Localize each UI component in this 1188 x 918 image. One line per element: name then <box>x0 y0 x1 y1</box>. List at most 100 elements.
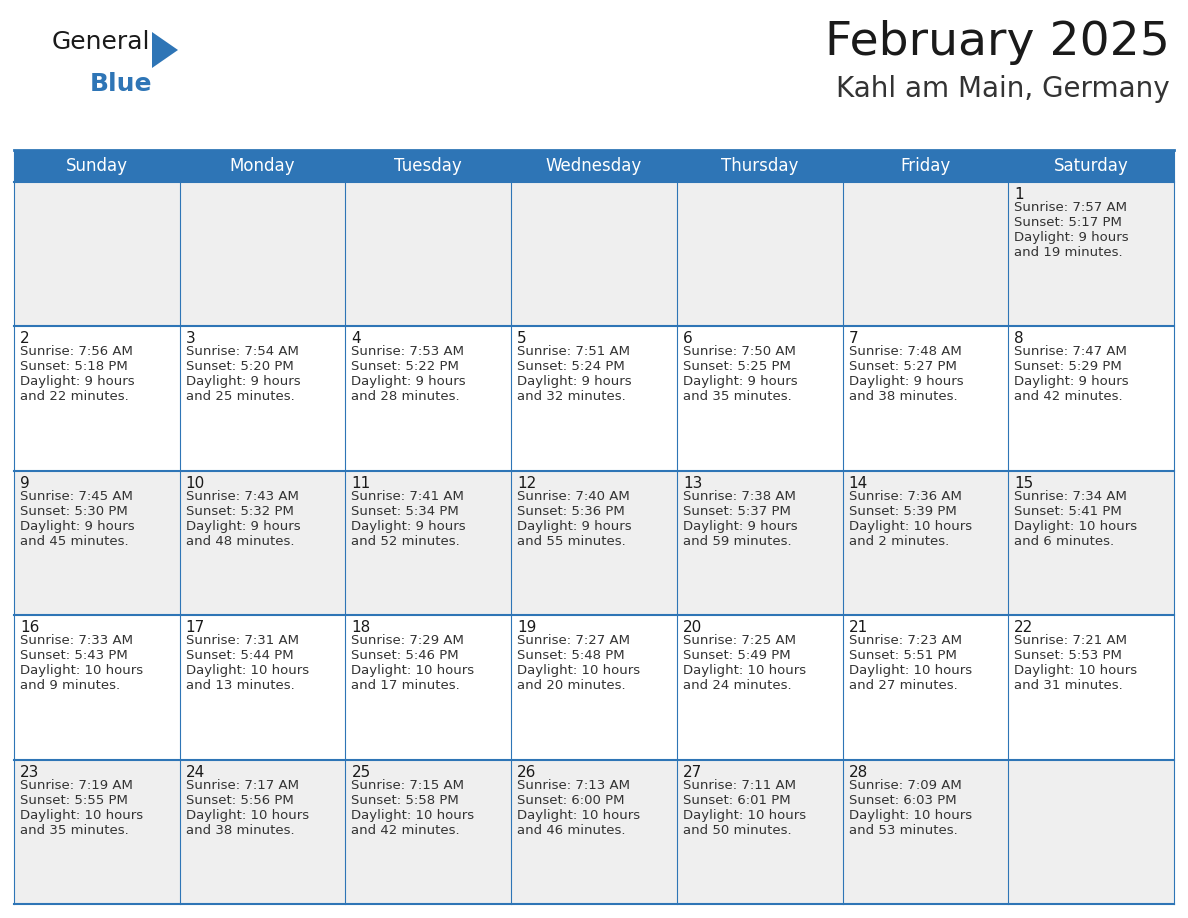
Text: 23: 23 <box>20 765 39 779</box>
Text: Daylight: 10 hours: Daylight: 10 hours <box>185 809 309 822</box>
Text: Daylight: 9 hours: Daylight: 9 hours <box>848 375 963 388</box>
Text: and 20 minutes.: and 20 minutes. <box>517 679 626 692</box>
Text: Sunset: 5:36 PM: Sunset: 5:36 PM <box>517 505 625 518</box>
Text: Daylight: 9 hours: Daylight: 9 hours <box>20 520 134 532</box>
Text: and 17 minutes.: and 17 minutes. <box>352 679 460 692</box>
Text: 9: 9 <box>20 476 30 491</box>
Text: Daylight: 10 hours: Daylight: 10 hours <box>848 665 972 677</box>
Text: and 9 minutes.: and 9 minutes. <box>20 679 120 692</box>
Text: Sunset: 6:01 PM: Sunset: 6:01 PM <box>683 793 790 807</box>
Text: and 50 minutes.: and 50 minutes. <box>683 823 791 836</box>
Bar <box>14 327 1174 471</box>
Text: Sunset: 5:22 PM: Sunset: 5:22 PM <box>352 361 460 374</box>
Text: Sunset: 6:00 PM: Sunset: 6:00 PM <box>517 793 625 807</box>
Text: Sunset: 5:56 PM: Sunset: 5:56 PM <box>185 793 293 807</box>
Text: 24: 24 <box>185 765 206 779</box>
Text: Daylight: 9 hours: Daylight: 9 hours <box>20 375 134 388</box>
Text: Sunrise: 7:11 AM: Sunrise: 7:11 AM <box>683 778 796 791</box>
Text: and 6 minutes.: and 6 minutes. <box>1015 535 1114 548</box>
Text: Sunset: 5:18 PM: Sunset: 5:18 PM <box>20 361 128 374</box>
Text: and 25 minutes.: and 25 minutes. <box>185 390 295 403</box>
Bar <box>14 150 1174 182</box>
Text: Daylight: 9 hours: Daylight: 9 hours <box>185 375 301 388</box>
Text: 2: 2 <box>20 331 30 346</box>
Text: Sunset: 5:51 PM: Sunset: 5:51 PM <box>848 649 956 662</box>
Text: Daylight: 10 hours: Daylight: 10 hours <box>517 809 640 822</box>
Text: Daylight: 10 hours: Daylight: 10 hours <box>185 665 309 677</box>
Text: and 32 minutes.: and 32 minutes. <box>517 390 626 403</box>
Text: and 31 minutes.: and 31 minutes. <box>1015 679 1123 692</box>
Text: 6: 6 <box>683 331 693 346</box>
Text: Sunrise: 7:43 AM: Sunrise: 7:43 AM <box>185 490 298 503</box>
Text: Sunset: 6:03 PM: Sunset: 6:03 PM <box>848 793 956 807</box>
Text: 27: 27 <box>683 765 702 779</box>
Text: Sunrise: 7:56 AM: Sunrise: 7:56 AM <box>20 345 133 358</box>
Text: Sunrise: 7:38 AM: Sunrise: 7:38 AM <box>683 490 796 503</box>
Text: Daylight: 9 hours: Daylight: 9 hours <box>1015 375 1129 388</box>
Text: and 46 minutes.: and 46 minutes. <box>517 823 626 836</box>
Text: Friday: Friday <box>901 157 950 175</box>
Text: Sunrise: 7:40 AM: Sunrise: 7:40 AM <box>517 490 630 503</box>
Text: and 35 minutes.: and 35 minutes. <box>20 823 128 836</box>
Text: 13: 13 <box>683 476 702 491</box>
Text: Daylight: 9 hours: Daylight: 9 hours <box>352 520 466 532</box>
Text: General: General <box>52 30 151 54</box>
Text: and 27 minutes.: and 27 minutes. <box>848 679 958 692</box>
Text: 28: 28 <box>848 765 867 779</box>
Text: Daylight: 9 hours: Daylight: 9 hours <box>683 375 797 388</box>
Text: Daylight: 9 hours: Daylight: 9 hours <box>517 375 632 388</box>
Text: Daylight: 9 hours: Daylight: 9 hours <box>683 520 797 532</box>
Text: Sunday: Sunday <box>65 157 128 175</box>
Text: Sunset: 5:58 PM: Sunset: 5:58 PM <box>352 793 460 807</box>
Text: 12: 12 <box>517 476 537 491</box>
Text: 17: 17 <box>185 621 206 635</box>
Text: Sunset: 5:32 PM: Sunset: 5:32 PM <box>185 505 293 518</box>
Text: Sunset: 5:25 PM: Sunset: 5:25 PM <box>683 361 791 374</box>
Polygon shape <box>152 32 178 68</box>
Text: 19: 19 <box>517 621 537 635</box>
Text: Daylight: 10 hours: Daylight: 10 hours <box>20 665 143 677</box>
Text: Sunrise: 7:54 AM: Sunrise: 7:54 AM <box>185 345 298 358</box>
Text: Daylight: 10 hours: Daylight: 10 hours <box>848 809 972 822</box>
Text: Blue: Blue <box>90 72 152 96</box>
Text: Sunrise: 7:31 AM: Sunrise: 7:31 AM <box>185 634 298 647</box>
Text: 15: 15 <box>1015 476 1034 491</box>
Text: 14: 14 <box>848 476 867 491</box>
Text: Sunset: 5:17 PM: Sunset: 5:17 PM <box>1015 216 1123 229</box>
Bar <box>14 182 1174 327</box>
Text: Thursday: Thursday <box>721 157 798 175</box>
Text: Daylight: 10 hours: Daylight: 10 hours <box>683 665 805 677</box>
Text: Sunset: 5:29 PM: Sunset: 5:29 PM <box>1015 361 1121 374</box>
Text: 5: 5 <box>517 331 526 346</box>
Text: Sunrise: 7:21 AM: Sunrise: 7:21 AM <box>1015 634 1127 647</box>
Text: and 42 minutes.: and 42 minutes. <box>352 823 460 836</box>
Text: Sunset: 5:30 PM: Sunset: 5:30 PM <box>20 505 128 518</box>
Text: 26: 26 <box>517 765 537 779</box>
Text: Sunrise: 7:36 AM: Sunrise: 7:36 AM <box>848 490 961 503</box>
Text: Sunrise: 7:17 AM: Sunrise: 7:17 AM <box>185 778 298 791</box>
Text: Sunrise: 7:13 AM: Sunrise: 7:13 AM <box>517 778 630 791</box>
Text: 22: 22 <box>1015 621 1034 635</box>
Text: Sunset: 5:55 PM: Sunset: 5:55 PM <box>20 793 128 807</box>
Text: 20: 20 <box>683 621 702 635</box>
Text: and 22 minutes.: and 22 minutes. <box>20 390 128 403</box>
Text: and 48 minutes.: and 48 minutes. <box>185 535 295 548</box>
Text: Sunrise: 7:33 AM: Sunrise: 7:33 AM <box>20 634 133 647</box>
Text: Sunrise: 7:34 AM: Sunrise: 7:34 AM <box>1015 490 1127 503</box>
Text: and 55 minutes.: and 55 minutes. <box>517 535 626 548</box>
Text: Sunset: 5:24 PM: Sunset: 5:24 PM <box>517 361 625 374</box>
Text: and 35 minutes.: and 35 minutes. <box>683 390 791 403</box>
Text: Sunrise: 7:47 AM: Sunrise: 7:47 AM <box>1015 345 1127 358</box>
Text: 7: 7 <box>848 331 858 346</box>
Text: 10: 10 <box>185 476 206 491</box>
Text: Daylight: 10 hours: Daylight: 10 hours <box>352 809 474 822</box>
Text: Sunrise: 7:57 AM: Sunrise: 7:57 AM <box>1015 201 1127 214</box>
Text: Sunrise: 7:45 AM: Sunrise: 7:45 AM <box>20 490 133 503</box>
Text: Kahl am Main, Germany: Kahl am Main, Germany <box>836 75 1170 103</box>
Text: Daylight: 10 hours: Daylight: 10 hours <box>1015 665 1137 677</box>
Text: Tuesday: Tuesday <box>394 157 462 175</box>
Text: Daylight: 10 hours: Daylight: 10 hours <box>1015 520 1137 532</box>
Text: Sunrise: 7:27 AM: Sunrise: 7:27 AM <box>517 634 630 647</box>
Text: 4: 4 <box>352 331 361 346</box>
Text: and 53 minutes.: and 53 minutes. <box>848 823 958 836</box>
